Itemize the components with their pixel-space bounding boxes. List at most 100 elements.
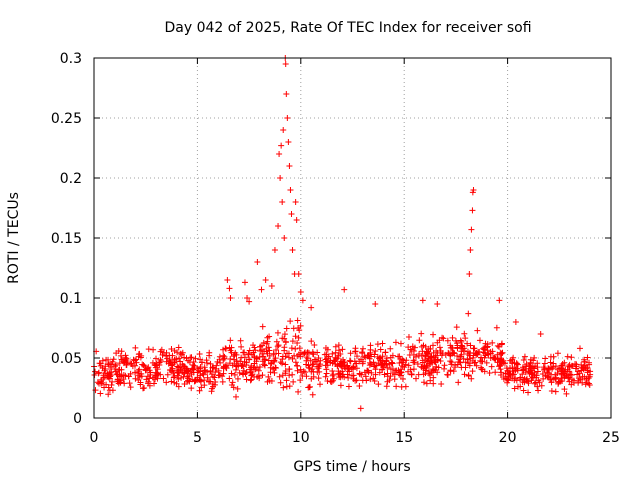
data-point (395, 353, 402, 360)
data-point (358, 371, 365, 378)
data-point (232, 366, 239, 373)
data-point (266, 377, 273, 384)
data-point (213, 362, 220, 369)
data-point (322, 373, 329, 380)
data-point (388, 359, 395, 366)
data-point (359, 345, 366, 352)
data-point (419, 297, 426, 304)
data-point (561, 386, 568, 393)
data-point (486, 369, 493, 376)
data-point (335, 342, 342, 349)
y-tick-label: 0.05 (51, 351, 82, 367)
data-point (332, 360, 339, 367)
data-point (202, 367, 209, 374)
data-point (268, 283, 275, 289)
x-tick-label: 0 (90, 430, 99, 446)
data-point (447, 367, 454, 374)
data-point (281, 235, 288, 241)
data-point (115, 367, 122, 374)
data-point (278, 142, 285, 149)
data-point (500, 374, 507, 380)
data-point (585, 359, 592, 366)
data-point (141, 362, 148, 369)
data-point (163, 379, 170, 386)
data-point (236, 369, 243, 376)
data-point (500, 357, 507, 364)
data-point (499, 349, 506, 356)
data-point (128, 360, 135, 367)
data-point (430, 380, 437, 387)
data-point (127, 370, 134, 377)
data-point (308, 338, 315, 345)
data-point (171, 359, 178, 366)
data-point (495, 363, 502, 370)
data-point (109, 378, 116, 385)
data-point (208, 371, 215, 378)
data-point (527, 368, 534, 375)
data-point (268, 359, 275, 366)
data-point (329, 350, 336, 357)
data-point (127, 360, 134, 367)
data-point (274, 329, 281, 336)
data-point (458, 338, 465, 345)
data-point (270, 366, 277, 373)
data-point (372, 347, 379, 354)
data-point (292, 359, 299, 366)
data-point (387, 345, 394, 352)
data-point (365, 369, 372, 376)
data-point (442, 351, 449, 358)
data-point (258, 286, 265, 293)
data-point (282, 361, 289, 368)
data-point (230, 384, 237, 391)
data-point (251, 364, 258, 371)
data-point (297, 289, 304, 295)
data-point (277, 359, 284, 366)
y-axis-label: ROTI / TECUs (6, 192, 22, 284)
data-point (226, 375, 233, 382)
data-point (447, 358, 454, 365)
data-point (308, 368, 315, 375)
data-point (555, 379, 562, 386)
data-point (171, 379, 178, 386)
data-point (175, 375, 182, 382)
data-point (151, 361, 158, 368)
data-point (234, 375, 241, 382)
data-point (367, 376, 374, 383)
data-point (440, 335, 447, 342)
data-point (455, 379, 462, 386)
data-point (419, 348, 426, 355)
data-point (127, 384, 134, 391)
data-point (377, 346, 384, 353)
data-point (382, 349, 389, 356)
data-point (246, 356, 253, 363)
data-point (547, 371, 554, 378)
data-point (541, 360, 548, 367)
data-point (220, 370, 227, 377)
data-point (374, 341, 381, 348)
data-point (317, 381, 324, 388)
data-point (105, 374, 112, 381)
data-point (558, 375, 565, 382)
data-point (422, 353, 429, 360)
data-point (226, 344, 233, 351)
data-point (260, 339, 267, 346)
data-point (360, 358, 367, 365)
data-point (363, 377, 370, 384)
data-point (397, 340, 404, 347)
data-point (283, 383, 290, 390)
data-point (310, 351, 317, 358)
data-point (337, 382, 344, 389)
x-tick-label: 5 (193, 430, 202, 446)
data-point (137, 381, 144, 388)
data-point (289, 247, 296, 253)
data-point (256, 364, 263, 371)
data-point (205, 378, 212, 385)
data-point (493, 324, 500, 331)
data-point (117, 377, 124, 384)
data-point (265, 373, 272, 380)
data-point (519, 371, 526, 378)
data-point (277, 175, 284, 181)
data-point (299, 297, 306, 304)
data-point (538, 382, 545, 389)
x-axis-ticks: 0 5 10 15 20 25 (90, 58, 620, 446)
